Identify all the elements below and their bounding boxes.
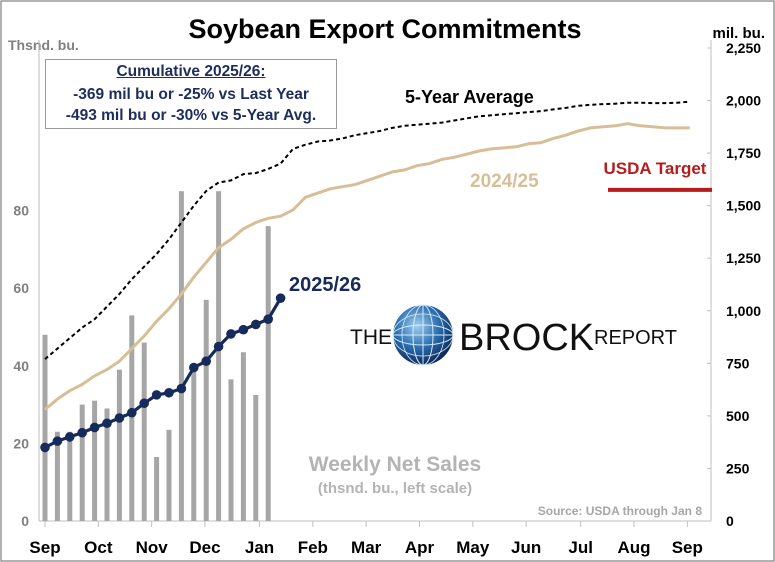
weekly-sales-bar — [191, 369, 197, 521]
weekly-sales-bar — [228, 379, 234, 521]
x-tick-label: Apr — [405, 538, 435, 557]
weekly-net-sales-label: Weekly Net Sales — [309, 453, 481, 476]
x-tick-label: Jul — [568, 538, 593, 557]
left-tick-label: 20 — [13, 435, 29, 451]
right-axis-ticks: 0 250 500 750 1,000 1,250 1,500 1,750 2,000 2,250 — [707, 40, 761, 529]
summary-box-line-1: -369 mil bu or -25% vs Last Year — [73, 86, 309, 103]
weekly-sales-bar — [129, 315, 135, 521]
weekly-sales-bar — [104, 408, 110, 521]
weekly-sales-bar — [253, 394, 259, 521]
globe-icon — [392, 304, 454, 366]
left-tick-label: 40 — [13, 358, 29, 374]
logo-the-text: THE — [350, 326, 392, 349]
current-year-label: 2025/26 — [289, 274, 361, 296]
series-point-2025-26 — [77, 427, 87, 438]
right-tick-label: 2,250 — [726, 40, 761, 56]
x-tick-label: Jan — [245, 538, 274, 557]
right-tick-label: 1,250 — [726, 250, 761, 266]
series-line-2024-25 — [44, 122, 690, 411]
logo-report-text: REPORT — [594, 327, 677, 349]
summary-box-line-2: -493 mil bu or -30% vs 5-Year Avg. — [65, 107, 317, 124]
right-tick-label: 0 — [726, 513, 734, 529]
series-point-2025-26 — [263, 314, 274, 324]
series-lines — [40, 100, 690, 453]
logo-brock-text: BROCK — [459, 317, 594, 359]
x-tick-label: May — [456, 538, 490, 557]
x-tick-label: Oct — [84, 538, 113, 557]
series-point-2025-26 — [52, 436, 63, 446]
right-tick-label: 1,000 — [726, 303, 761, 319]
series-point-2025-26 — [151, 390, 162, 400]
summary-box-title: Cumulative 2025/26: — [116, 63, 266, 80]
series-point-2025-26 — [201, 356, 211, 367]
weekly-net-sales-sublabel: (thsnd. bu., left scale) — [318, 480, 472, 497]
weekly-sales-bar — [67, 431, 73, 521]
series-point-2025-26 — [127, 407, 137, 418]
weekly-sales-bar — [79, 404, 85, 521]
series-point-2025-26 — [139, 398, 149, 409]
left-tick-label: 60 — [13, 280, 29, 296]
weekly-sales-bar — [141, 342, 147, 521]
usda-target-label: USDA Target — [604, 159, 707, 178]
weekly-net-sales-bars — [42, 191, 271, 521]
source-note: Source: USDA through Jan 8 — [538, 504, 703, 518]
x-tick-label: Jun — [511, 538, 541, 557]
weekly-sales-bar — [42, 334, 48, 521]
weekly-sales-bar — [265, 226, 271, 521]
weekly-sales-bar — [166, 429, 172, 521]
left-tick-label: 0 — [21, 513, 29, 529]
weekly-sales-bar — [240, 352, 246, 521]
series-point-2025-26 — [251, 319, 261, 330]
right-tick-label: 1,750 — [726, 145, 761, 161]
weekly-sales-bar — [203, 299, 209, 521]
series-line-5-year-average — [44, 100, 690, 360]
x-tick-label: Sep — [672, 538, 703, 557]
left-axis-unit-label: Thsnd. bu. — [8, 37, 79, 53]
x-tick-label: Aug — [617, 538, 650, 557]
series-point-2025-26 — [102, 418, 112, 429]
chart-title: Soybean Export Commitments — [188, 14, 581, 44]
x-tick-label: Sep — [29, 538, 60, 557]
x-axis-ticks: Sep Oct Nov Dec Jan Feb Mar Apr May Jun Jul Aug Sep — [29, 521, 703, 557]
right-axis-unit-label: mil. bu. — [713, 25, 766, 42]
right-tick-label: 250 — [726, 460, 750, 476]
series-point-2025-26 — [213, 341, 224, 352]
series-point-2025-26 — [275, 293, 286, 303]
x-tick-label: Dec — [189, 538, 220, 557]
x-tick-label: Mar — [351, 538, 382, 557]
weekly-sales-bar — [178, 191, 184, 521]
series-point-2025-26 — [176, 383, 187, 394]
x-tick-label: Feb — [298, 538, 328, 557]
prior-year-label: 2024/25 — [470, 171, 539, 192]
series-point-2025-26 — [189, 362, 199, 373]
series-point-2025-26 — [40, 442, 50, 453]
weekly-sales-bar — [116, 369, 122, 521]
right-tick-label: 2,000 — [726, 93, 761, 109]
series-point-2025-26 — [226, 329, 236, 339]
five-year-average-label: 5-Year Average — [405, 87, 534, 107]
left-axis-ticks: 0 20 40 60 80 — [13, 203, 29, 529]
series-point-2025-26 — [238, 324, 249, 335]
series-point-2025-26 — [164, 387, 174, 398]
weekly-sales-bar — [154, 456, 160, 521]
weekly-sales-bar — [92, 400, 98, 521]
brock-report-logo: THE BROCK REPORT — [350, 304, 677, 366]
x-tick-label: Nov — [136, 538, 169, 557]
weekly-sales-bar — [216, 191, 222, 521]
right-tick-label: 750 — [726, 355, 750, 371]
weekly-sales-bar — [54, 431, 60, 521]
left-tick-label: 80 — [13, 203, 29, 219]
right-tick-label: 500 — [726, 408, 750, 424]
series-point-2025-26 — [89, 422, 100, 433]
series-point-2025-26 — [65, 432, 75, 442]
right-tick-label: 1,500 — [726, 198, 761, 214]
cumulative-summary-box: Cumulative 2025/26: -369 mil bu or -25% … — [45, 59, 337, 129]
series-point-2025-26 — [114, 413, 125, 423]
